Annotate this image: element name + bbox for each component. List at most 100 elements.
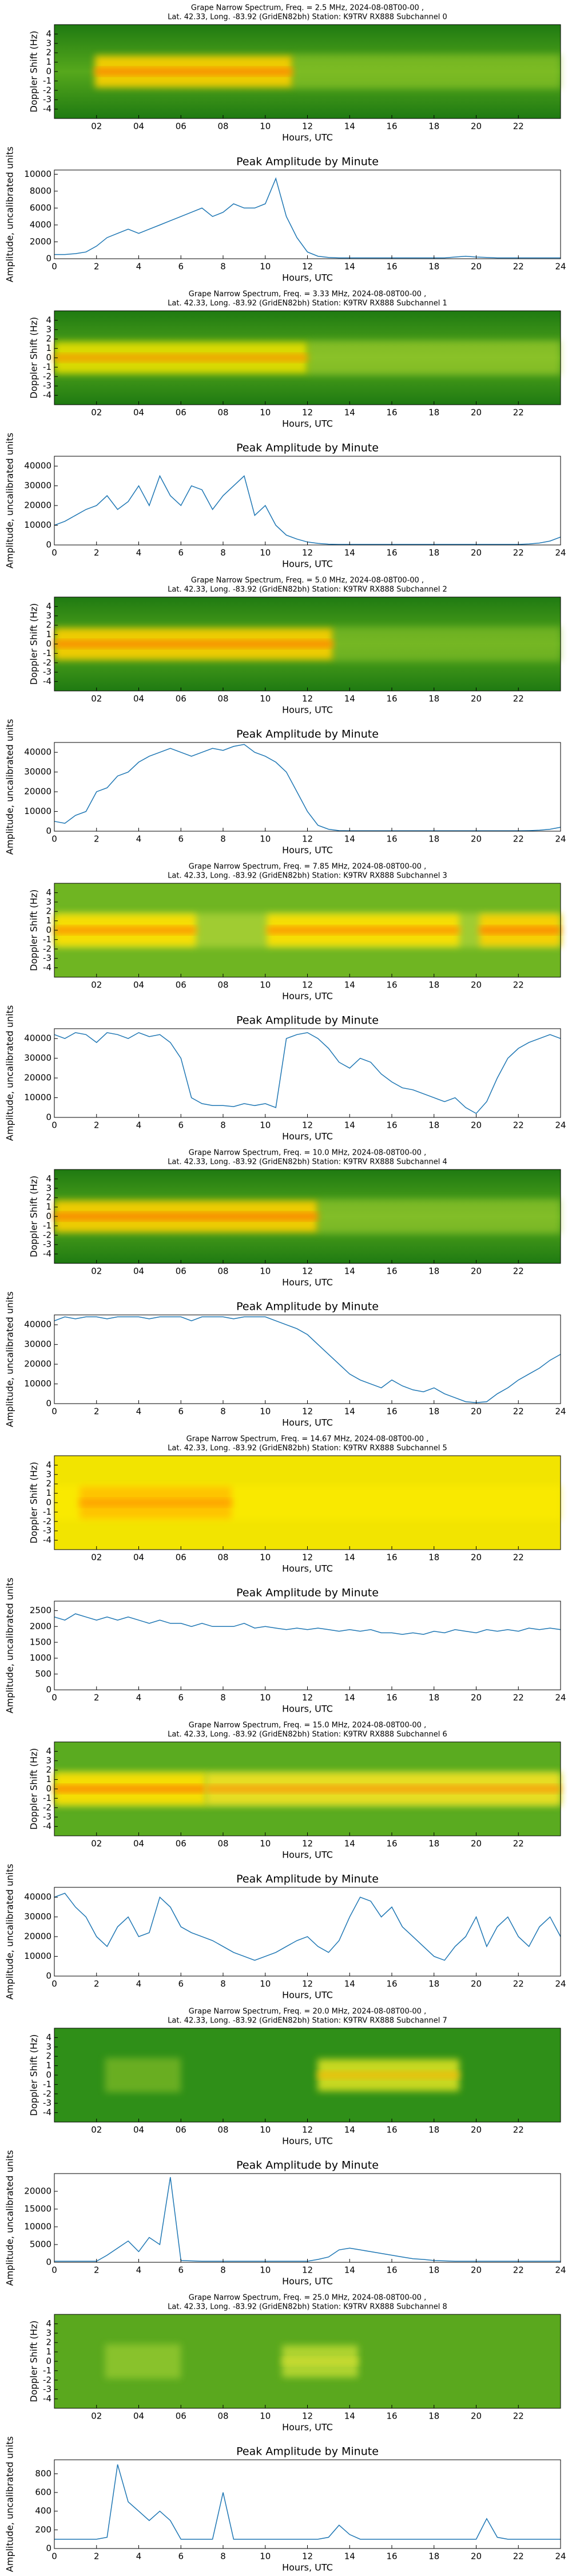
x-tick-label: 14 xyxy=(344,121,355,132)
y-tick-label: 2 xyxy=(46,1192,51,1203)
x-tick-label: 18 xyxy=(428,1693,439,1703)
x-tick-label: 10 xyxy=(260,1979,271,1989)
x-tick-label: 6 xyxy=(178,1120,184,1131)
x-tick-label: 16 xyxy=(386,121,397,132)
y-tick-label: 2 xyxy=(46,48,51,58)
spectrogram: Grape Narrow Spectrum, Freq. = 5.0 MHz, … xyxy=(29,576,561,716)
x-tick-label: 12 xyxy=(302,1552,313,1563)
spectrogram-faint xyxy=(105,2058,181,2092)
spectrogram-core xyxy=(94,69,292,74)
y-tick-label: 4 xyxy=(46,1174,51,1184)
y-tick-label: -4 xyxy=(43,1821,51,1831)
x-tick-label: 06 xyxy=(176,1266,186,1277)
x-tick-label: 22 xyxy=(513,121,524,132)
x-tick-label: 0 xyxy=(51,1979,57,1989)
y-tick-label: 20000 xyxy=(24,1359,51,1369)
y-tick-label: 0 xyxy=(46,1112,51,1123)
y-tick-label: -4 xyxy=(43,962,51,973)
chart-subtitle: Lat. 42.33, Long. -83.92 (GridEN82bh) St… xyxy=(168,13,447,22)
spectrogram-core xyxy=(54,355,308,361)
chart-title: Peak Amplitude by Minute xyxy=(236,1587,379,1599)
data-line xyxy=(54,1316,561,1404)
y-tick-label: 1 xyxy=(46,1488,51,1498)
spectrogram-core xyxy=(54,641,333,647)
x-tick-label: 08 xyxy=(217,408,228,418)
y-tick-label: 2 xyxy=(46,334,51,344)
x-tick-label: 16 xyxy=(386,1266,397,1277)
x-tick-label: 10 xyxy=(260,2125,271,2135)
y-tick-label: 1 xyxy=(46,1774,51,1784)
y-tick-label: 0 xyxy=(46,254,51,264)
x-tick-label: 02 xyxy=(91,1839,102,1849)
data-line xyxy=(54,1893,561,1961)
x-tick-label: 2 xyxy=(94,2265,100,2275)
data-line xyxy=(54,1613,561,1635)
y-tick-label: -4 xyxy=(43,2107,51,2117)
y-tick-label: -2 xyxy=(43,1516,51,1526)
x-tick-label: 06 xyxy=(176,408,186,418)
x-tick-label: 14 xyxy=(344,1406,355,1417)
x-tick-label: 04 xyxy=(133,1839,144,1849)
y-tick-label: 3 xyxy=(46,610,51,621)
chart-title: Peak Amplitude by Minute xyxy=(236,1014,379,1027)
spectrogram: Grape Narrow Spectrum, Freq. = 10.0 MHz,… xyxy=(29,1149,561,1288)
x-tick-label: 8 xyxy=(220,834,226,844)
y-tick-label: 1500 xyxy=(30,1637,51,1647)
x-tick-label: 18 xyxy=(428,2125,439,2135)
x-tick-label: 02 xyxy=(91,1266,102,1277)
y-tick-label: 0 xyxy=(46,925,51,935)
x-axis-label: Hours, UTC xyxy=(282,559,333,570)
x-tick-label: 24 xyxy=(555,1979,566,1989)
x-tick-label: 10 xyxy=(260,548,271,558)
y-tick-label: 3 xyxy=(46,1755,51,1765)
plot-frame xyxy=(54,742,561,832)
chart-title: Grape Narrow Spectrum, Freq. = 5.0 MHz, … xyxy=(191,576,424,585)
x-tick-label: 20 xyxy=(471,2265,482,2275)
x-tick-label: 10 xyxy=(260,2551,271,2562)
x-tick-label: 20 xyxy=(471,1266,482,1277)
x-tick-label: 22 xyxy=(513,1120,524,1131)
y-tick-label: -2 xyxy=(43,1802,51,1812)
x-tick-label: 10 xyxy=(260,121,271,132)
y-tick-label: 40000 xyxy=(24,1892,51,1902)
y-tick-label: -3 xyxy=(43,381,51,391)
y-tick-label: 1 xyxy=(46,57,51,67)
x-tick-label: 22 xyxy=(513,834,524,844)
x-tick-label: 20 xyxy=(471,1406,482,1417)
y-tick-label: -1 xyxy=(43,934,51,945)
chart-subtitle: Lat. 42.33, Long. -83.92 (GridEN82bh) St… xyxy=(168,1444,447,1453)
x-tick-label: 4 xyxy=(136,2551,142,2562)
x-tick-label: 06 xyxy=(176,2125,186,2135)
x-tick-label: 10 xyxy=(260,1120,271,1131)
x-tick-label: 12 xyxy=(302,2125,313,2135)
x-axis-label: Hours, UTC xyxy=(282,2562,333,2573)
x-tick-label: 16 xyxy=(386,2125,397,2135)
y-tick-label: -3 xyxy=(43,2098,51,2108)
x-tick-label: 10 xyxy=(260,2265,271,2275)
x-tick-label: 22 xyxy=(513,1979,524,1989)
x-tick-label: 08 xyxy=(217,980,228,990)
x-tick-label: 14 xyxy=(344,1839,355,1849)
y-tick-label: 4 xyxy=(46,1460,51,1470)
spectrogram: Grape Narrow Spectrum, Freq. = 14.67 MHz… xyxy=(29,1435,561,1574)
y-tick-label: 30000 xyxy=(24,767,51,777)
y-tick-label: 30000 xyxy=(24,1911,51,1922)
y-axis-label: Doppler Shift (Hz) xyxy=(29,603,39,685)
y-tick-label: 3 xyxy=(46,1469,51,1479)
y-tick-label: 0 xyxy=(46,1685,51,1695)
x-tick-label: 06 xyxy=(176,1552,186,1563)
x-tick-label: 6 xyxy=(178,262,184,272)
y-tick-label: 0 xyxy=(46,2543,51,2554)
x-tick-label: 22 xyxy=(513,2125,524,2135)
x-tick-label: 8 xyxy=(220,548,226,558)
x-tick-label: 24 xyxy=(555,2551,566,2562)
x-tick-label: 14 xyxy=(344,1979,355,1989)
x-tick-label: 20 xyxy=(471,1120,482,1131)
x-tick-label: 2 xyxy=(94,262,100,272)
x-tick-label: 4 xyxy=(136,262,142,272)
x-tick-label: 24 xyxy=(555,548,566,558)
